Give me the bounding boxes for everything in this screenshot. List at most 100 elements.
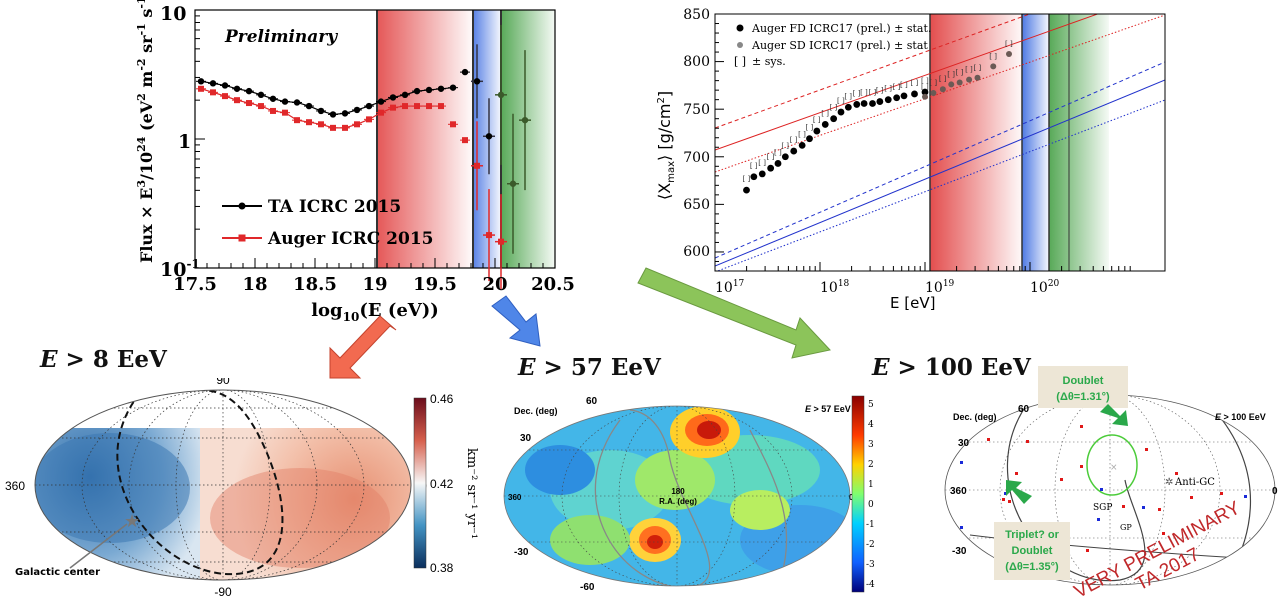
flux-point-ta xyxy=(293,99,301,106)
arrow-blue xyxy=(491,295,541,347)
arrow-green xyxy=(637,267,831,359)
map2-scale-tick: 5 xyxy=(868,400,874,410)
xmax-sys-bracket: [ ] xyxy=(974,64,982,72)
xmax-sys-bracket: [ ] xyxy=(893,83,901,91)
map3-dec-label: Dec. (deg) xyxy=(953,412,997,422)
xmax-ytick: 650 xyxy=(683,197,710,213)
xmax-point-fd xyxy=(806,135,813,143)
xmax-point-fd xyxy=(790,147,798,155)
map1-energy-label: E > 8 EeV xyxy=(40,346,167,373)
flux-axis-ticks xyxy=(194,9,556,269)
map2-colorbar xyxy=(851,395,865,593)
flux-series-line xyxy=(200,80,454,116)
flux-ytick-1: 1 xyxy=(178,131,191,153)
xmax-point-sd xyxy=(930,90,937,97)
map2-scale-tick: 2 xyxy=(868,460,874,470)
xmax-point-fd xyxy=(781,153,789,161)
flux-chart: Preliminary 10 1 10-1 17.5 18 18.5 19 19… xyxy=(135,0,575,324)
flux-xticks: 17.5 18 18.5 19 19.5 20 20.5 xyxy=(173,274,575,295)
map2-lon0: 0 xyxy=(849,493,854,502)
flux-point-ta xyxy=(329,111,337,118)
xmax-sys-bracket: [ ] xyxy=(821,109,829,117)
xmax-point-fd xyxy=(900,92,908,100)
map3-doublet-arrow xyxy=(1100,404,1128,426)
xmax-sys-bracket: [ ] xyxy=(929,79,937,87)
flux-point-auger xyxy=(318,121,324,128)
map1-scale-unit: km⁻² sr⁻¹ yr⁻¹ xyxy=(464,448,479,539)
map2-lon360: 360 xyxy=(508,493,522,502)
map2-energy-value: 57 xyxy=(570,354,603,381)
map1-lat-bottom: -90 xyxy=(214,585,232,599)
xmax-sys-bracket: [ ] xyxy=(837,97,845,105)
map1-outline xyxy=(34,389,412,581)
xmax-sys-bracket: [ ] xyxy=(813,116,821,124)
xmax-ytick: 750 xyxy=(683,102,710,118)
flux-point-ta xyxy=(461,68,469,76)
flux-point-ta xyxy=(305,102,313,110)
xmax-sys-bracket: [ ] xyxy=(781,142,789,150)
map2-energy-unit: EeV xyxy=(610,354,661,381)
xmax-point-fd xyxy=(893,94,901,102)
map2-inset-label: E > 57 EeV xyxy=(805,404,851,414)
map3-lon360: 360 xyxy=(950,486,967,497)
map1-energy-unit: EeV xyxy=(116,346,167,373)
map3-doublet-box xyxy=(1038,366,1128,408)
flux-xtick: 19 xyxy=(362,274,387,295)
xmax-sys-bracket: [ ] xyxy=(774,148,782,156)
xmax-band-blue xyxy=(1022,14,1049,271)
map2-energy-label: E > 57 EeV xyxy=(518,354,661,381)
map3-triplet-line1: Triplet? or xyxy=(1005,529,1060,541)
xmax-sys-bracket: [ ] xyxy=(806,124,814,132)
flux-point-ta xyxy=(209,80,217,87)
map3-lat30: 30 xyxy=(958,438,970,449)
flux-point-ta xyxy=(497,91,505,99)
flux-point-auger xyxy=(378,109,384,116)
flux-point-auger xyxy=(222,93,228,100)
xmax-sys-bracket: [ ] xyxy=(911,79,919,87)
xmax-sys-bracket: [ ] xyxy=(900,81,908,89)
flux-point-ta xyxy=(257,91,265,99)
map3-triplet-box xyxy=(994,522,1070,580)
flux-point-auger xyxy=(426,103,432,110)
xmax-point-sd xyxy=(948,81,955,88)
map1-scale-max: 0.46 xyxy=(430,392,454,406)
flux-title: Preliminary xyxy=(224,27,338,47)
flux-data-points xyxy=(196,24,531,290)
arrow-red xyxy=(329,315,397,379)
xmax-sys-bracket: [ ] xyxy=(758,159,766,167)
xmax-point-sd xyxy=(939,86,946,93)
xmax-point-sd xyxy=(1006,50,1012,57)
xmax-point-fd xyxy=(774,160,782,167)
map2-scale-tick: -3 xyxy=(866,560,875,570)
map3-events xyxy=(960,425,1247,552)
svg-text:[ ]: [ ] xyxy=(734,55,746,68)
map3-triplet-line2: Doublet xyxy=(1012,545,1053,557)
flux-xtick: 20.5 xyxy=(531,274,575,295)
xmax-point-sd xyxy=(922,93,928,100)
xmax-xlabel: E [eV] xyxy=(890,294,935,312)
map3-triplet-angle: (Δθ=1.35°) xyxy=(1005,561,1059,573)
xmax-model-lines xyxy=(715,14,1165,271)
flux-legend: TA ICRC 2015 Auger ICRC 2015 xyxy=(222,197,434,249)
xmax-sys-bracket: [ ] xyxy=(884,85,892,93)
flux-point-ta xyxy=(449,84,457,91)
flux-legend-ta: TA ICRC 2015 xyxy=(268,197,401,217)
map2-scale-tick: -2 xyxy=(866,540,875,550)
xmax-chart: [ ][ ][ ][ ][ ][ ][ ][ ][ ][ ][ ][ ][ ][… xyxy=(655,7,1166,312)
map3-energy-label: E > 100 EeV xyxy=(872,354,1031,381)
xmax-sys-bracket: [ ] xyxy=(830,104,838,112)
flux-point-ta xyxy=(389,94,397,101)
flux-point-auger xyxy=(474,162,480,169)
map2-scale-tick: 1 xyxy=(868,480,874,490)
map1-lat-top: 90 xyxy=(216,378,230,387)
xmax-sys-bracket: [ ] xyxy=(921,77,929,85)
flux-point-auger xyxy=(306,119,312,126)
flux-point-auger xyxy=(342,124,348,131)
xmax-point-fd xyxy=(921,88,929,96)
flux-point-ta xyxy=(353,106,361,114)
flux-point-ta xyxy=(437,85,445,92)
map1-lon-left: 360 xyxy=(5,479,25,493)
xmax-sys-bracket: [ ] xyxy=(844,92,852,100)
map2-dec-label: Dec. (deg) xyxy=(514,406,558,416)
map3-sgp: SGP xyxy=(1093,503,1112,513)
